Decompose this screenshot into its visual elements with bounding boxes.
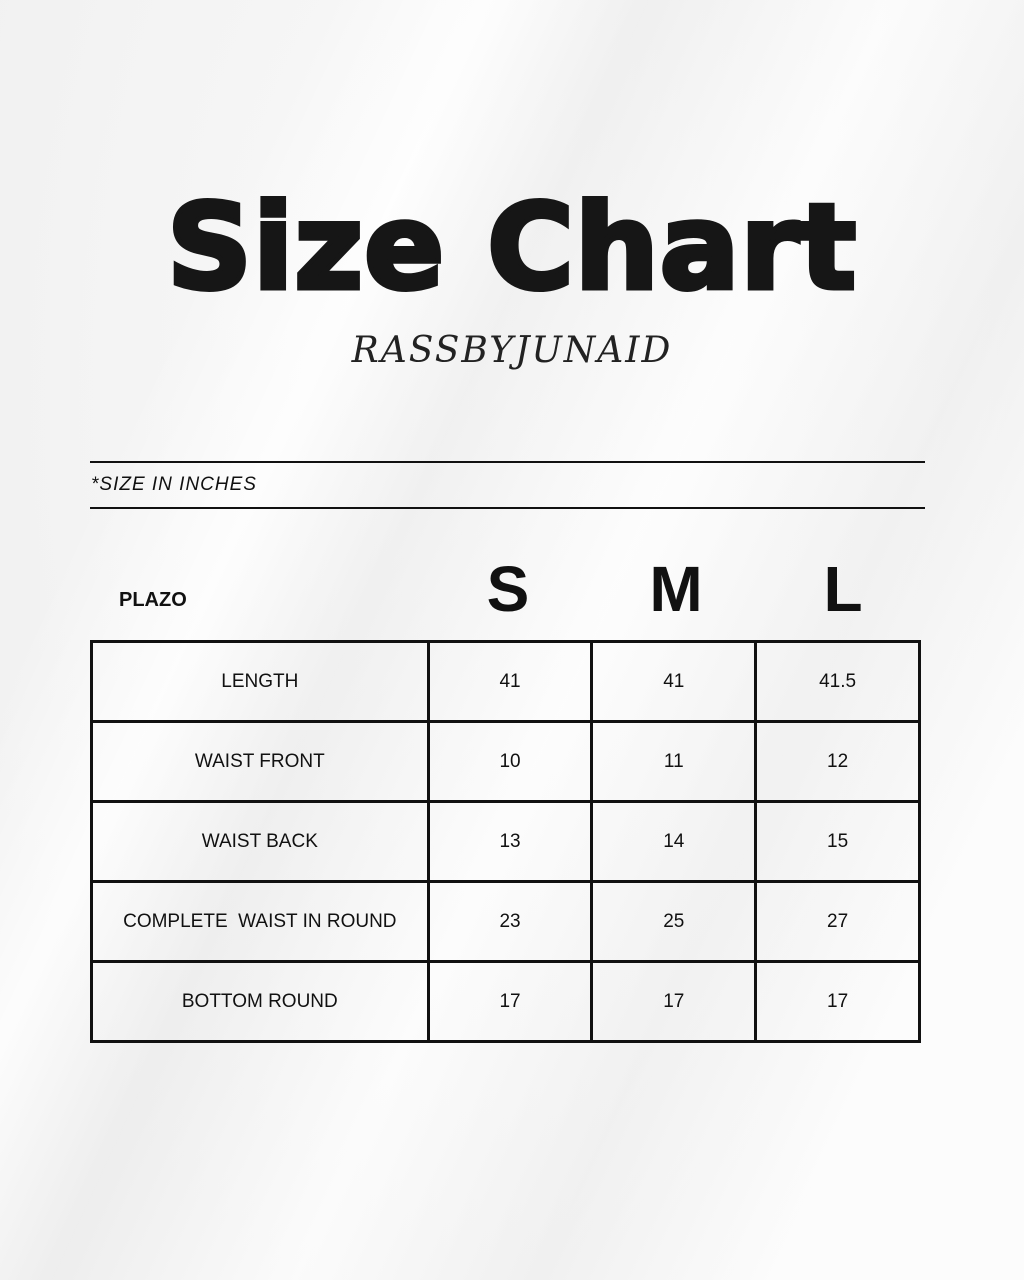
size-value-cell: 41.5 [754, 640, 921, 723]
size-value-cell: 14 [590, 800, 758, 883]
size-value-cell: 12 [754, 720, 921, 803]
size-header-l: L [823, 553, 863, 625]
table-row: WAIST FRONT 10 11 12 [90, 720, 921, 803]
size-value-cell: 23 [426, 880, 594, 963]
row-label: WAIST BACK [90, 800, 430, 883]
size-value-cell: 17 [590, 960, 758, 1043]
units-note: *SIZE IN INCHES [91, 474, 257, 495]
page-title: Size Chart [164, 176, 858, 319]
row-label: WAIST FRONT [90, 720, 430, 803]
size-value-cell: 13 [426, 800, 594, 883]
size-value-cell: 15 [754, 800, 921, 883]
row-label: BOTTOM ROUND [90, 960, 430, 1043]
size-table: LENGTH 41 41 41.5 WAIST FRONT 10 11 12 WAIST BAC… [90, 640, 921, 1043]
brand-logo-text: RASSBYJUNAID [351, 330, 673, 371]
product-name: PLAZO [119, 589, 187, 611]
table-row: COMPLETE WAIST IN ROUND 23 25 27 [90, 880, 921, 963]
table-row: BOTTOM ROUND 17 17 17 [90, 960, 921, 1043]
divider-bottom [90, 507, 925, 509]
size-value-cell: 11 [590, 720, 758, 803]
size-value-cell: 17 [754, 960, 921, 1043]
row-label: LENGTH [90, 640, 430, 723]
size-value-cell: 17 [426, 960, 594, 1043]
row-label: COMPLETE WAIST IN ROUND [90, 880, 430, 963]
size-value-cell: 10 [426, 720, 594, 803]
divider-top [90, 461, 925, 463]
size-value-cell: 41 [426, 640, 594, 723]
size-value-cell: 27 [754, 880, 921, 963]
size-value-cell: 41 [590, 640, 758, 723]
size-header-s: S [486, 553, 530, 625]
size-value-cell: 25 [590, 880, 758, 963]
table-row: LENGTH 41 41 41.5 [90, 640, 921, 723]
size-header-m: M [649, 553, 703, 625]
table-row: WAIST BACK 13 14 15 [90, 800, 921, 883]
